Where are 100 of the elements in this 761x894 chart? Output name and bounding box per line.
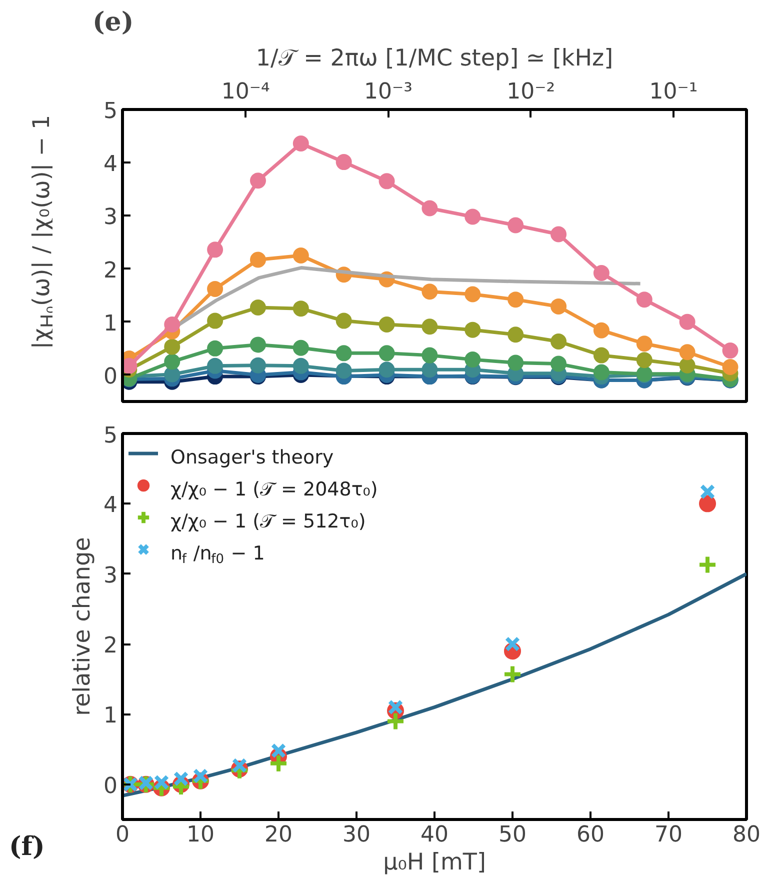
point bbox=[207, 358, 224, 374]
x-tick-label: 10 bbox=[186, 822, 215, 848]
y-tick-label: 5 bbox=[104, 99, 118, 124]
point bbox=[422, 318, 438, 335]
point bbox=[250, 357, 266, 374]
y-tick-label: 0 bbox=[104, 774, 118, 799]
legend-label: χ/χ₀ − 1 (𝒯 = 512τ₀) bbox=[170, 510, 366, 532]
x-axis-title: 1/𝒯 = 2πω [1/MC step] ≃ [kHz] bbox=[256, 46, 614, 72]
point bbox=[250, 336, 266, 353]
y-tick-label: 5 bbox=[104, 424, 118, 448]
point bbox=[250, 252, 266, 268]
point bbox=[508, 292, 524, 308]
point bbox=[207, 280, 224, 297]
point bbox=[173, 771, 189, 786]
point bbox=[164, 354, 180, 370]
point bbox=[378, 362, 395, 378]
point bbox=[679, 314, 696, 330]
point bbox=[508, 326, 524, 343]
point bbox=[378, 316, 395, 333]
point bbox=[700, 484, 716, 500]
point bbox=[336, 345, 352, 362]
point bbox=[378, 173, 395, 190]
point bbox=[636, 292, 652, 308]
point bbox=[386, 711, 406, 732]
point bbox=[699, 495, 716, 512]
point bbox=[207, 312, 224, 329]
x-tick-label: 10⁻³ bbox=[364, 80, 412, 104]
point bbox=[207, 340, 224, 356]
x-tick-label: 50 bbox=[498, 822, 527, 848]
point bbox=[388, 700, 404, 715]
point bbox=[292, 340, 309, 356]
point bbox=[464, 352, 481, 368]
point bbox=[422, 284, 438, 300]
point bbox=[336, 312, 352, 329]
point bbox=[593, 364, 610, 380]
y-tick-label: 0 bbox=[104, 364, 118, 390]
point bbox=[336, 362, 352, 379]
point bbox=[636, 352, 652, 368]
point bbox=[593, 322, 610, 338]
point bbox=[593, 265, 610, 282]
x-tick-label: 10⁻² bbox=[506, 80, 556, 104]
point bbox=[722, 342, 738, 359]
point bbox=[636, 336, 652, 352]
point bbox=[164, 316, 180, 333]
point bbox=[508, 217, 524, 234]
point bbox=[292, 358, 309, 374]
point bbox=[422, 347, 438, 364]
point bbox=[192, 768, 208, 784]
point bbox=[122, 358, 138, 374]
point bbox=[464, 286, 481, 302]
x-tick-label: 80 bbox=[732, 822, 761, 848]
point bbox=[679, 357, 696, 374]
point bbox=[698, 554, 718, 575]
legend-label: Onsager's theory bbox=[170, 446, 334, 468]
x-tick-label: 10⁻¹ bbox=[649, 80, 698, 104]
y-tick-label: 2 bbox=[104, 258, 118, 284]
point bbox=[268, 753, 288, 774]
x-axis-title: μ₀H [mT] bbox=[383, 850, 486, 876]
point bbox=[550, 334, 567, 350]
y-tick-label: 4 bbox=[104, 493, 118, 518]
point bbox=[550, 298, 567, 314]
point bbox=[502, 664, 522, 684]
point bbox=[464, 208, 481, 225]
point bbox=[722, 359, 738, 375]
point bbox=[292, 135, 309, 152]
point bbox=[422, 362, 438, 378]
point bbox=[550, 226, 567, 242]
x-tick-label: 60 bbox=[576, 822, 605, 848]
point bbox=[378, 345, 395, 362]
point bbox=[164, 338, 180, 355]
point bbox=[679, 344, 696, 360]
y-tick-label: 1 bbox=[104, 704, 118, 729]
y-tick-label: 3 bbox=[104, 563, 118, 588]
y-tick-label: 4 bbox=[104, 152, 118, 178]
x-tick-label: 10⁻⁴ bbox=[221, 80, 270, 104]
point bbox=[292, 248, 309, 264]
point bbox=[336, 154, 352, 170]
point bbox=[504, 636, 520, 652]
y-tick-label: 3 bbox=[104, 205, 118, 230]
x-tick-label: 20 bbox=[264, 822, 293, 848]
text: (e) bbox=[92, 8, 134, 38]
point bbox=[250, 172, 266, 189]
x-tick-label: 40 bbox=[420, 822, 449, 848]
point bbox=[422, 200, 438, 216]
point bbox=[164, 366, 180, 382]
point bbox=[550, 356, 567, 372]
x-tick-label: 70 bbox=[654, 822, 683, 848]
legend-label: χ/χ₀ − 1 (𝒯 = 2048τ₀) bbox=[170, 478, 378, 500]
point bbox=[292, 300, 309, 317]
point bbox=[232, 758, 248, 774]
point bbox=[593, 347, 610, 364]
text: (f) bbox=[9, 830, 45, 864]
point bbox=[270, 743, 286, 758]
y-axis-title: relative change bbox=[70, 537, 96, 716]
point bbox=[250, 300, 266, 316]
point bbox=[464, 322, 481, 338]
y-tick-label: 2 bbox=[104, 634, 118, 659]
x-tick-label: 30 bbox=[342, 822, 371, 848]
point bbox=[207, 242, 224, 258]
y-tick-label: 1 bbox=[104, 311, 118, 336]
